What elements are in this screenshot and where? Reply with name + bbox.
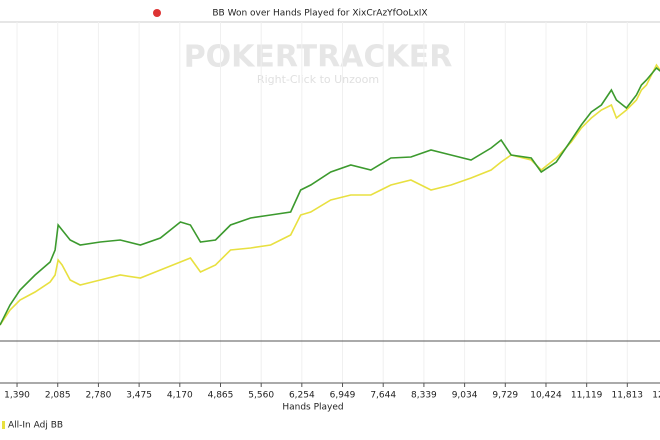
x-tick-label: 4,170 bbox=[167, 391, 193, 401]
x-tick-label: 6,254 bbox=[289, 391, 315, 401]
watermark: POKERTRACKER bbox=[184, 40, 453, 75]
player-icon bbox=[153, 9, 161, 17]
x-tick-label: 6,949 bbox=[330, 391, 356, 401]
series-line bbox=[0, 63, 660, 326]
watermark-note: Right-Click to Unzoom bbox=[257, 73, 379, 86]
x-tick-label: 9,034 bbox=[452, 391, 478, 401]
x-tick-label: 3,475 bbox=[126, 391, 152, 401]
x-tick-label: 1,390 bbox=[4, 391, 30, 401]
x-tick-label: 8,339 bbox=[411, 391, 437, 401]
legend-label: All-In Adj BB bbox=[8, 421, 63, 431]
x-tick-label: 9,729 bbox=[492, 391, 518, 401]
x-tick-label: 5,560 bbox=[248, 391, 274, 401]
x-tick-label: 11,119 bbox=[571, 391, 603, 401]
x-tick-label: 2,085 bbox=[45, 391, 71, 401]
x-tick-label: 10,424 bbox=[530, 391, 562, 401]
x-tick-label: 7,644 bbox=[370, 391, 396, 401]
x-tick-label: 4,865 bbox=[208, 391, 234, 401]
x-axis-label: Hands Played bbox=[282, 403, 343, 413]
chart-title: BB Won over Hands Played for XixCrAzYfOo… bbox=[212, 9, 427, 19]
x-tick-label: 11,813 bbox=[612, 391, 644, 401]
series-line bbox=[0, 66, 660, 326]
x-tick-label: 2,780 bbox=[86, 391, 112, 401]
legend-swatch bbox=[2, 421, 5, 429]
x-tick-label: 12,508 bbox=[652, 391, 660, 401]
